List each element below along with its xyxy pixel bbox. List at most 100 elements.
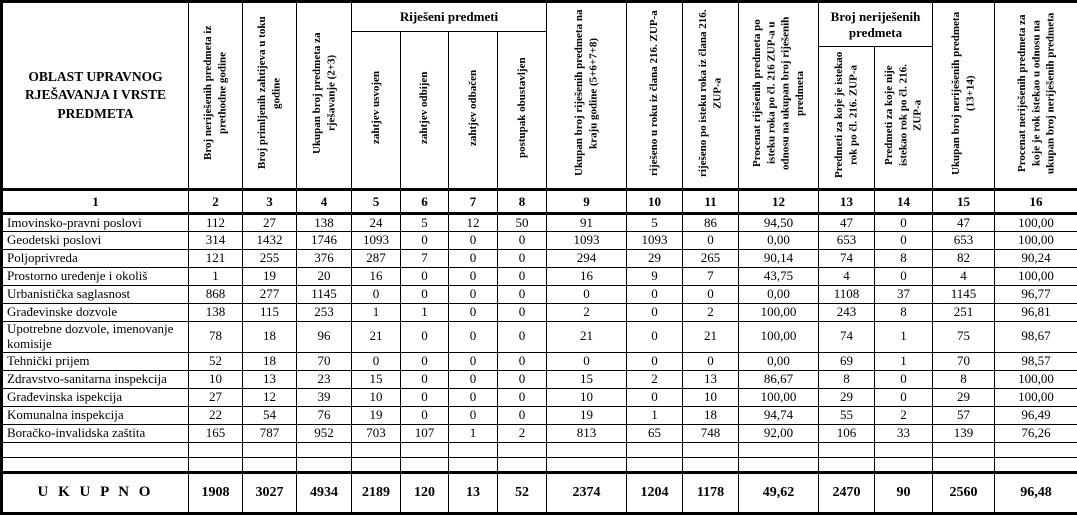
total-value: 120 [401, 472, 449, 513]
cell-value: 0,00 [739, 232, 819, 250]
cell-value: 0 [498, 406, 547, 424]
column-number: 7 [449, 190, 498, 214]
group-header-broj-nerijesenih: Broj neriješenih predmeta [819, 2, 933, 47]
empty-cell [401, 442, 449, 457]
cell-value: 0 [401, 352, 449, 370]
cell-value: 787 [243, 424, 297, 442]
cell-value: 78 [189, 322, 243, 353]
empty-cell [189, 457, 243, 472]
cell-value: 121 [189, 250, 243, 268]
cell-value: 0,00 [739, 286, 819, 304]
cell-value: 90,24 [995, 250, 1077, 268]
empty-cell [995, 457, 1077, 472]
empty-cell [819, 442, 875, 457]
col-header-11-label: riješeno po isteku roka iz člana 216. ZU… [696, 8, 725, 178]
cell-value: 138 [189, 304, 243, 322]
cell-value: 1093 [352, 232, 401, 250]
cell-value: 74 [819, 250, 875, 268]
total-value: 2374 [547, 472, 627, 513]
table-footer: U K U P N O 1908 3027 4934 2189 120 13 5… [2, 472, 1077, 513]
cell-value: 0 [449, 268, 498, 286]
cell-value: 314 [189, 232, 243, 250]
column-number: 14 [875, 190, 933, 214]
cell-value: 86,67 [739, 370, 819, 388]
cell-value: 0 [875, 214, 933, 232]
cell-value: 90,14 [739, 250, 819, 268]
cell-value: 8 [875, 304, 933, 322]
cell-value: 94,50 [739, 214, 819, 232]
column-number: 15 [933, 190, 995, 214]
cell-value: 2 [683, 304, 739, 322]
row-label: Imovinsko-pravni poslovi [2, 214, 189, 232]
cell-value: 16 [547, 268, 627, 286]
cell-value: 0 [449, 370, 498, 388]
col-header-11: riješeno po isteku roka iz člana 216. ZU… [683, 2, 739, 190]
col-header-15: Ukupan broj neriješenih predmeta (13+14) [933, 2, 995, 190]
col-header-13-label: Predmeti za koje je istekao rok po čl. 2… [832, 51, 861, 179]
cell-value: 98,67 [995, 322, 1077, 353]
empty-cell [352, 442, 401, 457]
empty-cell [498, 457, 547, 472]
cell-value: 0 [352, 352, 401, 370]
cell-value: 165 [189, 424, 243, 442]
cell-value: 1432 [243, 232, 297, 250]
cell-value: 19 [547, 406, 627, 424]
cell-value: 0 [683, 352, 739, 370]
cell-value: 2 [875, 406, 933, 424]
cell-value: 1145 [297, 286, 352, 304]
cell-value: 10 [683, 388, 739, 406]
row-label: Geodetski poslovi [2, 232, 189, 250]
col-header-10-label: riješeno u roku iz člana 216. ZUP-a [647, 8, 661, 178]
row-label: Boračko-invalidska zaštita [2, 424, 189, 442]
cell-value: 139 [933, 424, 995, 442]
column-number-row: 1 2 3 4 5 6 7 8 9 10 11 12 13 14 15 16 [2, 190, 1077, 214]
col-header-8-label: postupak obustavljen [515, 35, 529, 180]
empty-cell [243, 457, 297, 472]
cell-value: 0 [875, 388, 933, 406]
cell-value: 57 [933, 406, 995, 424]
empty-cell [449, 457, 498, 472]
cell-value: 20 [297, 268, 352, 286]
cell-value: 27 [189, 388, 243, 406]
cell-value: 70 [933, 352, 995, 370]
cell-value: 0 [875, 268, 933, 286]
empty-cell [875, 457, 933, 472]
empty-cell [297, 457, 352, 472]
total-value: 3027 [243, 472, 297, 513]
row-label: Poljoprivreda [2, 250, 189, 268]
cell-value: 0 [498, 352, 547, 370]
cell-value: 0 [401, 232, 449, 250]
cell-value: 8 [875, 250, 933, 268]
cell-value: 952 [297, 424, 352, 442]
cell-value: 91 [547, 214, 627, 232]
cell-value: 0 [449, 232, 498, 250]
cell-value: 12 [243, 388, 297, 406]
empty-cell [627, 457, 683, 472]
cell-value: 0 [627, 286, 683, 304]
cell-value: 52 [189, 352, 243, 370]
row-label: Upotrebne dozvole, imenovanje komisije [2, 322, 189, 353]
total-value: 4934 [297, 472, 352, 513]
col-header-7: zahtjev odbačen [449, 32, 498, 190]
cell-value: 19 [243, 268, 297, 286]
cell-value: 0 [627, 352, 683, 370]
col-header-8: postupak obustavljen [498, 32, 547, 190]
cell-value: 0 [449, 286, 498, 304]
total-value: 13 [449, 472, 498, 513]
cell-value: 10 [352, 388, 401, 406]
row-label: Građevinske dozvole [2, 304, 189, 322]
empty-cell [498, 442, 547, 457]
cell-value: 112 [189, 214, 243, 232]
cell-value: 100,00 [739, 322, 819, 353]
cell-value: 21 [352, 322, 401, 353]
row-label: Tehnički prijem [2, 352, 189, 370]
cell-value: 86 [683, 214, 739, 232]
cell-value: 74 [819, 322, 875, 353]
cell-value: 294 [547, 250, 627, 268]
